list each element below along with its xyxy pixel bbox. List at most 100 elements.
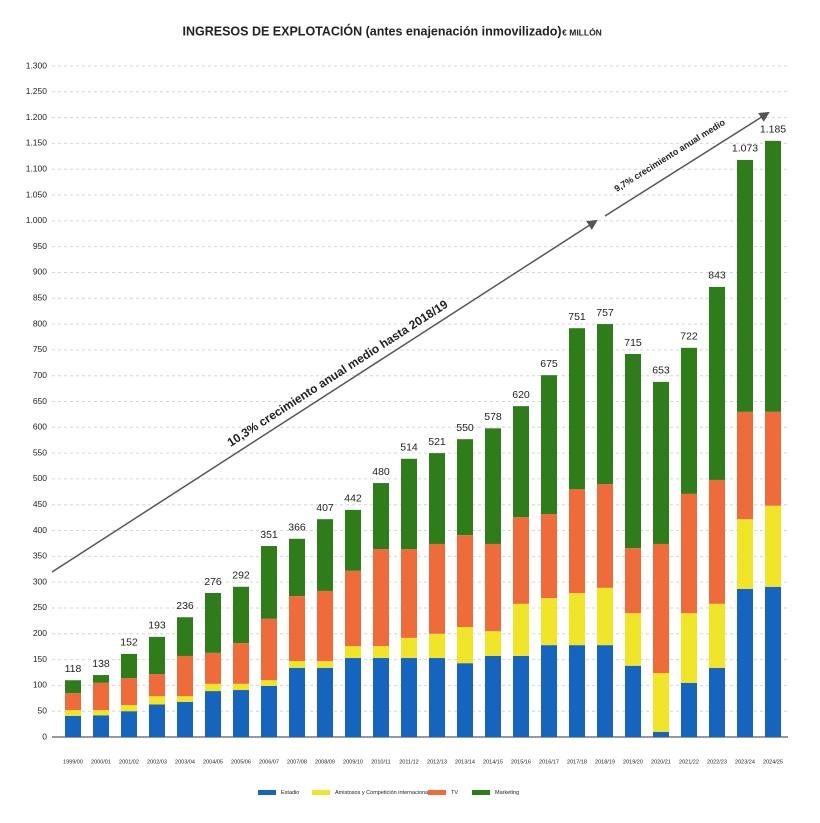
bar-segment (261, 680, 277, 686)
x-tick-label: 2013/14 (455, 759, 475, 765)
bar-segment (65, 680, 81, 694)
bar-segment (205, 652, 221, 684)
x-tick-label: 2002/03 (147, 759, 167, 765)
x-tick-label: 2012/13 (427, 759, 447, 765)
bar-segment (373, 549, 389, 647)
bar-segment (177, 617, 193, 656)
y-tick-label: 1.250 (26, 86, 48, 96)
bar-segment (513, 406, 529, 518)
bar-segment (93, 715, 109, 737)
bar-segment (457, 439, 473, 536)
y-tick-label: 150 (33, 654, 47, 664)
total-label: 620 (512, 389, 530, 401)
y-tick-label: 50 (38, 705, 48, 715)
bar-segment (681, 682, 697, 737)
bar-segment (177, 696, 193, 702)
total-label: 236 (176, 600, 194, 612)
bar-segment (569, 328, 585, 490)
bar-segment (737, 159, 753, 412)
bar-segment (457, 627, 473, 664)
x-tick-label: 2022/23 (707, 759, 727, 765)
y-tick-label: 950 (33, 241, 47, 251)
total-label: 480 (372, 466, 390, 478)
bar-segment (625, 354, 641, 549)
bar-segment (569, 592, 585, 646)
chart-title: INGRESOS DE EXPLOTACIÓN (antes enajenaci… (183, 23, 562, 38)
y-tick-label: 650 (33, 396, 47, 406)
total-label: 675 (540, 358, 558, 370)
bar-segment (765, 411, 781, 506)
legend: Estadio Amistosos y Competición internaci… (258, 790, 519, 796)
bar-segment (709, 286, 725, 480)
bar-segment (569, 489, 585, 593)
y-tick-label: 1.300 (26, 60, 48, 70)
bar-segment (653, 672, 669, 732)
total-label: 118 (65, 663, 82, 675)
bar-segment (93, 675, 109, 683)
total-label: 1.185 (760, 124, 786, 136)
bar-segment (345, 570, 361, 647)
bar-segment (149, 674, 165, 697)
total-label: 138 (92, 658, 110, 670)
total-label: 366 (288, 522, 306, 534)
x-tick-label: 2011/12 (399, 759, 418, 765)
bar-segment (681, 493, 697, 614)
x-tick-label: 2024/25 (763, 759, 783, 765)
bar-segment (597, 484, 613, 588)
bar-segment (737, 411, 753, 520)
y-tick-label: 1.050 (26, 189, 48, 199)
total-label: 292 (232, 570, 250, 582)
legend-swatch (428, 790, 446, 795)
bar-segment (317, 519, 333, 591)
x-tick-label: 2015/16 (511, 759, 531, 765)
y-tick-label: 250 (33, 602, 47, 612)
bars: 118 1999/00 138 2000/01 152 2001/02 193 2002/03… (63, 124, 786, 766)
bar-segment (541, 598, 557, 646)
bar-segment (485, 428, 501, 544)
x-tick-label: 2003/04 (175, 759, 195, 765)
bar-segment (149, 704, 165, 737)
x-tick-label: 2014/15 (483, 759, 503, 765)
bar-segment (289, 596, 305, 662)
bar-segment (513, 517, 529, 604)
total-label: 193 (148, 620, 166, 632)
y-tick-label: 850 (33, 293, 47, 303)
bar-segment (149, 636, 165, 675)
bar-segment (513, 603, 529, 656)
y-tick-label: 1.100 (26, 163, 48, 173)
bar-segment (289, 538, 305, 597)
bar-segment (541, 375, 557, 515)
y-tick-label: 400 (33, 525, 47, 535)
y-tick-label: 1.150 (26, 138, 48, 148)
x-tick-label: 2004/05 (203, 759, 223, 765)
total-label: 653 (652, 365, 670, 377)
bar-segment (597, 645, 613, 737)
y-tick-label: 1.000 (26, 215, 48, 225)
total-label: 521 (428, 436, 446, 448)
x-tick-label: 2017/18 (567, 759, 587, 765)
bar-segment (765, 586, 781, 737)
bar-segment (653, 731, 669, 737)
y-tick-label: 450 (33, 499, 47, 509)
bar-segment (149, 696, 165, 705)
legend-label: Estadio (281, 790, 299, 796)
y-tick-label: 750 (33, 344, 47, 354)
bar-segment (401, 549, 417, 638)
x-tick-label: 2009/10 (343, 759, 363, 765)
y-tick-label: 100 (33, 680, 47, 690)
bar-segment (513, 655, 529, 737)
total-label: 351 (260, 529, 278, 541)
y-tick-label: 600 (33, 422, 47, 432)
x-tick-label: 2019/20 (623, 759, 643, 765)
legend-swatch (472, 790, 490, 795)
x-tick-label: 2005/06 (231, 759, 251, 765)
bar-segment (625, 613, 641, 666)
bar-segment (121, 711, 137, 737)
x-tick-label: 2016/17 (539, 759, 559, 765)
x-tick-label: 2008/09 (315, 759, 335, 765)
bar-segment (597, 587, 613, 646)
y-tick-label: 550 (33, 447, 47, 457)
bar-segment (289, 667, 305, 737)
x-tick-label: 2010/11 (371, 759, 390, 765)
